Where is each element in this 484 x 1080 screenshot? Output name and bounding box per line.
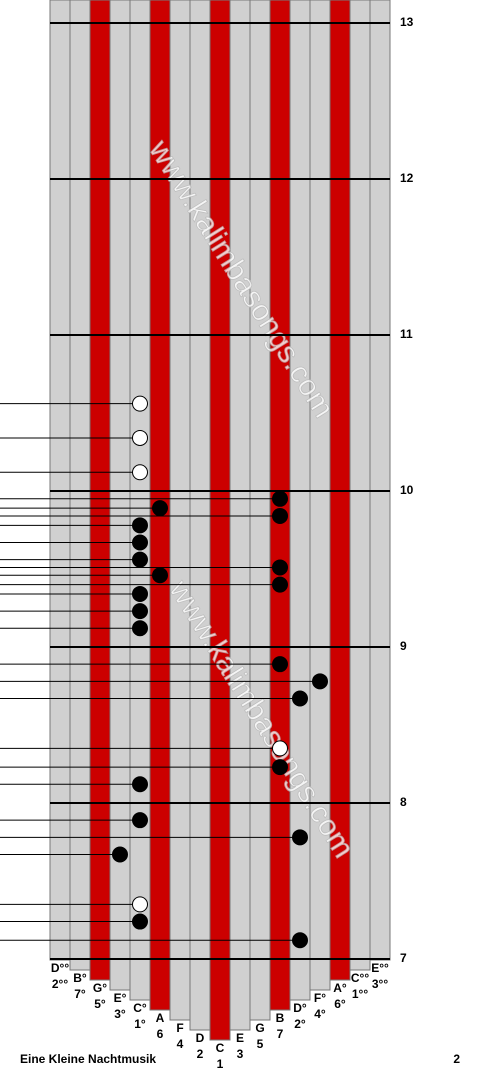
note (152, 567, 168, 584)
tine-number: 3° (114, 1007, 126, 1021)
note (272, 507, 288, 524)
note (272, 576, 288, 593)
note (292, 932, 308, 949)
note (132, 603, 148, 620)
tine-number: 3°° (372, 977, 388, 991)
tine (369, 0, 391, 961)
measure-label: 8 (400, 795, 407, 809)
note (272, 740, 288, 757)
note (312, 673, 328, 690)
note (272, 490, 288, 507)
note (132, 585, 148, 602)
tine-number: 4° (314, 1007, 326, 1021)
tine-number: 2 (197, 1047, 204, 1061)
tine-number: 5 (257, 1037, 264, 1051)
tine-note: E°° (371, 961, 389, 975)
tine-number: 1°° (352, 987, 368, 1001)
tine-note: F (176, 1021, 183, 1035)
tine-note: E (236, 1031, 244, 1045)
tine-note: A (156, 1011, 165, 1025)
tine (229, 0, 251, 1031)
tine-number: 7° (74, 987, 86, 1001)
note (272, 559, 288, 576)
note (132, 464, 148, 481)
note (132, 395, 148, 412)
tine (249, 0, 271, 1021)
note (132, 896, 148, 913)
tine (349, 0, 371, 971)
tine-note: G (255, 1021, 264, 1035)
tine-number: 5° (94, 997, 106, 1011)
note (132, 812, 148, 829)
measure-label: 7 (400, 951, 407, 965)
note (272, 759, 288, 776)
measure-label: 13 (400, 15, 414, 29)
note (112, 846, 128, 863)
tine (49, 0, 71, 961)
tine (289, 0, 311, 1001)
tine-number: 2°° (52, 977, 68, 991)
tine-note: D°° (51, 961, 69, 975)
measure-label: 11 (400, 327, 413, 341)
tine-note: A° (333, 981, 347, 995)
tine-number: 2° (294, 1017, 306, 1031)
tine-number: 3 (237, 1047, 244, 1061)
tine-note: G° (93, 981, 107, 995)
tine-note: C°° (351, 971, 369, 985)
tine (69, 0, 91, 971)
measure-label: 12 (400, 171, 414, 185)
note (132, 913, 148, 930)
note (132, 517, 148, 534)
tine (189, 0, 211, 1031)
note (292, 829, 308, 846)
note (132, 429, 148, 446)
page-number: 2 (453, 1052, 460, 1066)
tine-note: D° (293, 1001, 307, 1015)
note (132, 551, 148, 568)
tine-number: 7 (277, 1027, 284, 1041)
measure-label: 10 (400, 483, 414, 497)
tine-number: 1 (217, 1057, 224, 1071)
note (132, 776, 148, 793)
tine-number: 4 (177, 1037, 184, 1051)
tine-note: C° (133, 1001, 147, 1015)
tine-note: D (196, 1031, 205, 1045)
tine-number: 6 (157, 1027, 164, 1041)
tine-number: 1° (134, 1017, 146, 1031)
note (132, 534, 148, 551)
note (152, 500, 168, 517)
tine-note: B (276, 1011, 285, 1025)
measure-label: 9 (400, 639, 407, 653)
tine (209, 0, 231, 1041)
song-title: Eine Kleine Nachtmusik (20, 1052, 156, 1066)
tine-note: C (216, 1041, 225, 1055)
tine-note: F° (314, 991, 326, 1005)
note (272, 656, 288, 673)
note (292, 690, 308, 707)
tine-number: 6° (334, 997, 346, 1011)
tine (109, 0, 131, 991)
note (132, 620, 148, 637)
tine-note: E° (114, 991, 127, 1005)
tine-note: B° (73, 971, 87, 985)
